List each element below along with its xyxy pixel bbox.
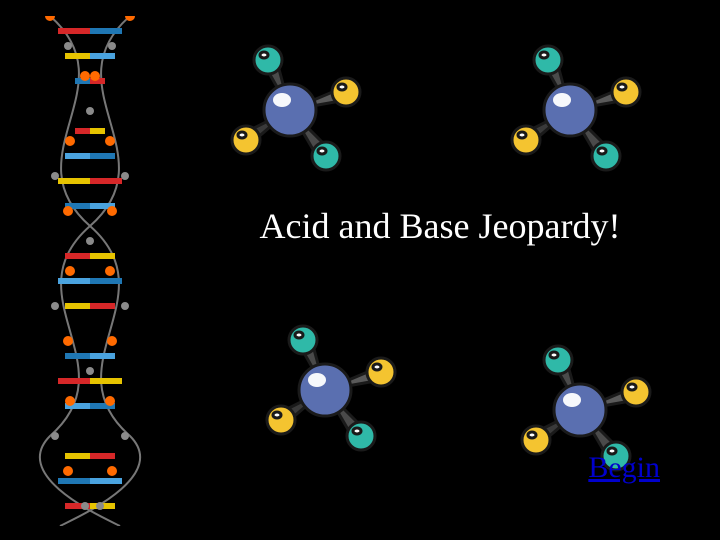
molecule-icon — [210, 30, 370, 190]
slide-title: Acid and Base Jeopardy! — [180, 205, 700, 247]
begin-link[interactable]: Begin — [588, 451, 660, 485]
molecule-icon — [490, 30, 650, 190]
title-slide: Acid and Base Jeopardy! Begin — [0, 0, 720, 540]
dna-helix-graphic — [20, 16, 170, 526]
molecule-icon — [245, 310, 405, 470]
